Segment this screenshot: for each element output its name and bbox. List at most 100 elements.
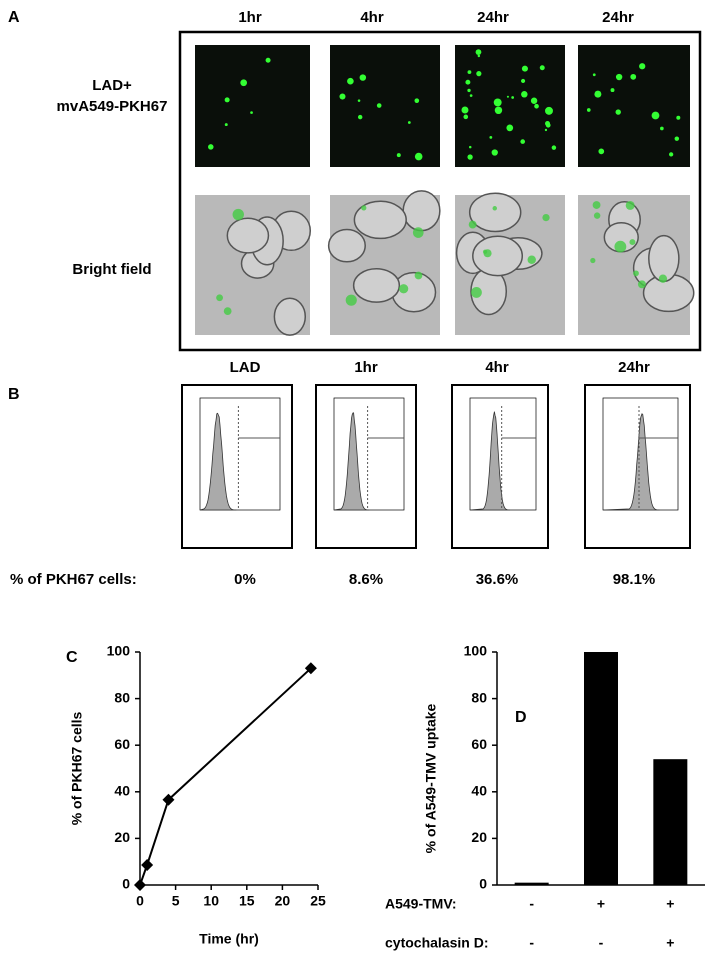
- y-axis-label: % of A549-TMV uptake: [423, 703, 439, 853]
- fluorescent-spot: [660, 126, 664, 131]
- percentage: 0%: [234, 571, 256, 588]
- fluorescent-spot: [511, 96, 515, 99]
- histogram-frame: [181, 384, 293, 549]
- row-label: mvA549-PKH67: [57, 98, 168, 115]
- fluorescent-spot: [590, 257, 596, 264]
- fluorescent-spot: [347, 77, 354, 85]
- fluorescent-spot: [208, 144, 214, 150]
- fluorescence-image: [455, 45, 565, 167]
- fluorescent-spot: [469, 145, 472, 149]
- fluorescent-spot: [414, 152, 423, 161]
- fluorescent-spot: [414, 98, 420, 103]
- column-header: 4hr: [485, 359, 509, 376]
- fluorescent-spot: [598, 148, 605, 155]
- fluorescent-spot: [615, 109, 621, 115]
- histogram-area: [469, 411, 510, 511]
- y-tick-label: 0: [122, 876, 130, 892]
- percentage: 36.6%: [476, 571, 519, 588]
- fluorescent-spot: [494, 106, 503, 115]
- histogram-area: [199, 412, 237, 511]
- fluorescent-spot: [639, 63, 646, 70]
- fluorescent-spot: [223, 307, 232, 315]
- row-label: % of PKH67 cells:: [10, 571, 137, 588]
- panel-frame: [178, 30, 702, 352]
- fluorescent-spot: [357, 99, 361, 102]
- fluorescent-spot: [521, 78, 526, 84]
- fluorescent-spot: [467, 154, 473, 160]
- cell-outline: [353, 200, 407, 240]
- row-label: Bright field: [72, 261, 151, 278]
- fluorescent-spot: [521, 65, 528, 72]
- fluorescent-spot: [468, 220, 477, 229]
- y-tick-label: 100: [107, 643, 131, 659]
- fluorescent-spot: [361, 205, 367, 211]
- condition-sign: -: [529, 896, 534, 912]
- fluorescent-spot: [520, 139, 526, 144]
- fluorescent-spot: [530, 97, 538, 104]
- fluorescent-spot: [614, 240, 627, 253]
- cell-outline: [391, 271, 437, 313]
- cell-outline: [468, 192, 522, 233]
- histogram-axes: [333, 397, 405, 511]
- fluorescent-spot: [593, 212, 601, 219]
- marker: [304, 662, 317, 675]
- x-tick-label: 5: [172, 893, 180, 909]
- column-header: 24hr: [602, 9, 634, 26]
- fluorescent-spot: [594, 90, 602, 98]
- cell-outline: [273, 297, 307, 336]
- y-tick-label: 40: [471, 783, 487, 799]
- panel-label: B: [8, 386, 20, 403]
- bar: [514, 882, 549, 885]
- fluorescent-spot: [407, 121, 411, 124]
- fluorescent-spot: [357, 114, 363, 120]
- condition-sign: +: [666, 896, 674, 912]
- y-tick-label: 0: [479, 876, 487, 892]
- fluorescent-spot: [534, 103, 539, 109]
- fluorescent-spot: [471, 287, 482, 298]
- cell-outline: [327, 228, 366, 263]
- y-tick-label: 100: [464, 643, 488, 659]
- row-label: LAD+: [92, 77, 132, 94]
- fluorescent-spot: [506, 95, 509, 98]
- fluorescent-spot: [651, 111, 660, 120]
- fluorescent-spot: [633, 270, 639, 277]
- fluorescent-spot: [586, 108, 591, 112]
- histogram-frame: [584, 384, 691, 549]
- marker: [162, 793, 175, 806]
- fluorescent-spot: [463, 114, 469, 120]
- fluorescent-spot: [461, 106, 469, 114]
- fluorescent-spot: [506, 124, 514, 132]
- fluorescent-spot: [477, 54, 481, 58]
- fluorescent-spot: [551, 145, 557, 150]
- fluorescent-spot: [521, 91, 528, 98]
- fluorescent-spot: [544, 128, 548, 132]
- fluorescent-spot: [625, 200, 635, 210]
- x-axis-label: Time (hr): [199, 931, 259, 947]
- marker: [134, 879, 146, 891]
- column-header: 1hr: [354, 359, 378, 376]
- percentage: 8.6%: [349, 571, 383, 588]
- x-tick-label: 0: [136, 893, 144, 909]
- fluorescent-spot: [232, 208, 244, 221]
- histogram-area: [333, 412, 370, 511]
- fluorescent-spot: [592, 73, 596, 77]
- fluorescent-spot: [398, 284, 409, 294]
- condition-sign: -: [529, 935, 534, 951]
- fluorescent-spot: [376, 103, 382, 108]
- cell-outline: [648, 234, 680, 283]
- fluorescent-spot: [542, 213, 550, 222]
- column-header: 4hr: [360, 9, 384, 26]
- fluorescent-spot: [676, 115, 681, 120]
- marker: [141, 858, 154, 871]
- fluorescent-spot: [615, 73, 623, 81]
- cell-outline: [226, 217, 270, 254]
- histogram-axes: [469, 397, 537, 511]
- histogram-axes: [199, 397, 281, 511]
- fluorescent-spot: [396, 153, 401, 158]
- y-tick-label: 40: [114, 783, 130, 799]
- y-tick-label: 20: [114, 829, 130, 845]
- fluorescent-spot: [539, 65, 545, 71]
- fluorescent-spot: [250, 111, 253, 114]
- fluorescent-spot: [265, 57, 271, 63]
